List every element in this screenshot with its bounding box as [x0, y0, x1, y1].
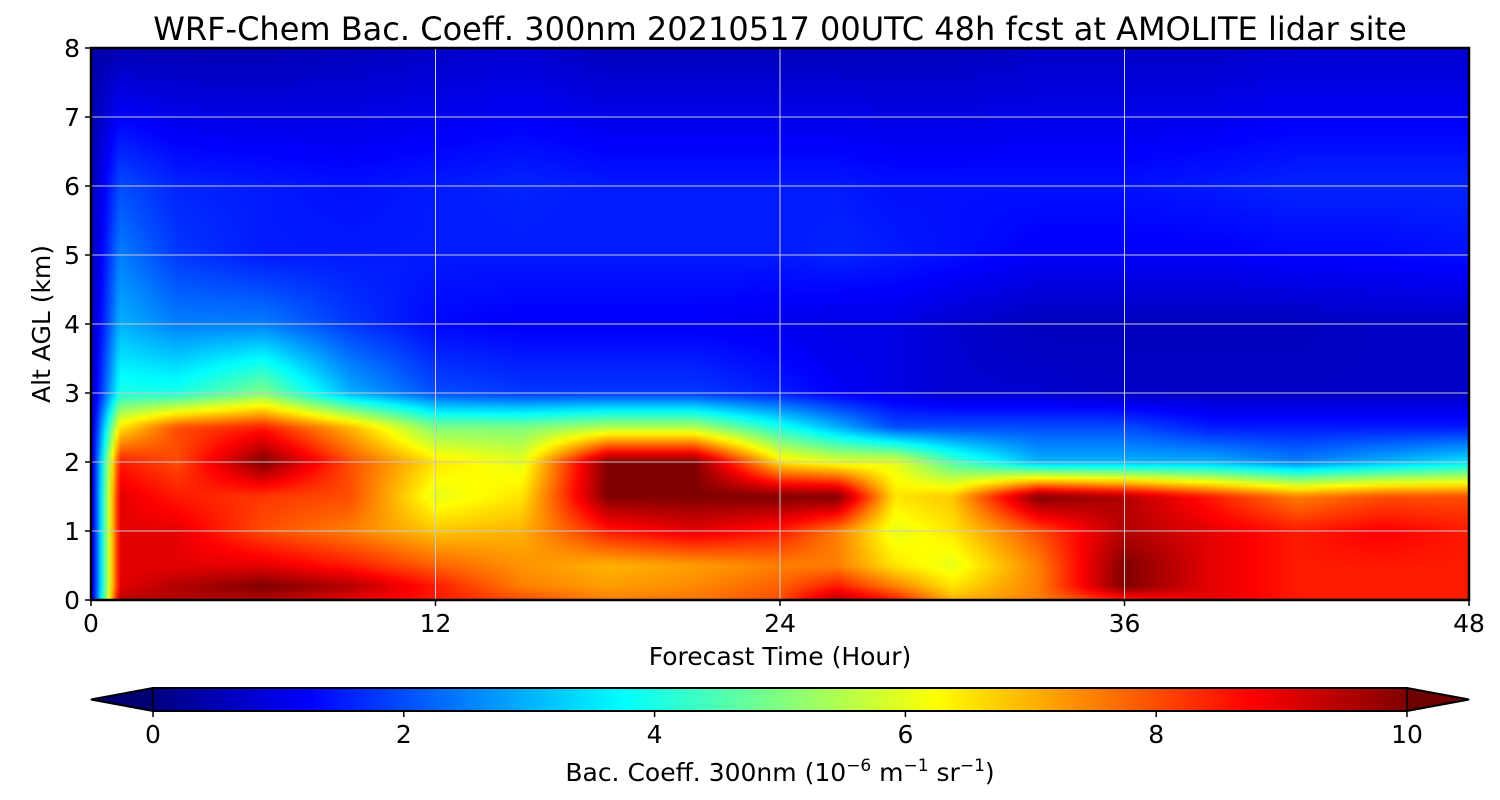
colorbar-label-main: Bac. Coeff. 300nm (10	[565, 758, 846, 787]
y-tick-label: 6	[64, 172, 80, 201]
x-axis-label: Forecast Time (Hour)	[649, 642, 912, 671]
x-tick-label: 12	[420, 609, 452, 638]
y-tick-label: 0	[64, 586, 80, 615]
colorbar-label-end: )	[985, 758, 995, 787]
colorbar-extend-high	[1406, 687, 1470, 712]
colorbar-gradient	[153, 688, 1407, 711]
colorbar-label: Bac. Coeff. 300nm (10−6 m−1 sr−1)	[565, 756, 994, 787]
colorbar-extend-low	[90, 687, 154, 712]
x-axis: 0 12 24 36 48	[83, 600, 1485, 638]
colorbar-tick-label: 6	[897, 720, 913, 749]
colorbar-label-exp3: −1	[960, 756, 985, 776]
y-axis-label: Alt AGL (km)	[27, 245, 56, 403]
y-tick-label: 3	[64, 379, 80, 408]
y-tick-label: 2	[64, 448, 80, 477]
y-tick-label: 1	[64, 517, 80, 546]
colorbar-label-unit-m: m	[871, 758, 903, 787]
chart-title: WRF-Chem Bac. Coeff. 300nm 20210517 00UT…	[153, 10, 1407, 48]
colorbar-label-exp2: −1	[904, 756, 929, 776]
x-tick-label: 0	[83, 609, 99, 638]
x-tick-label: 24	[764, 609, 796, 638]
y-axis: 0 1 2 3 4 5 6 7 8	[64, 34, 91, 615]
x-tick-label: 48	[1453, 609, 1485, 638]
colorbar-tick-label: 8	[1148, 720, 1164, 749]
colorbar-ticks: 0 2 4 6 8 10	[145, 711, 1423, 749]
colorbar-label-exp1: −6	[846, 756, 871, 776]
colorbar-tick-label: 10	[1391, 720, 1423, 749]
y-tick-label: 7	[64, 103, 80, 132]
colorbar: 0 2 4 6 8 10 Bac. Coeff. 300nm (10−6 m−1 sr−1…	[90, 687, 1470, 787]
colorbar-label-unit-sr: sr	[929, 758, 961, 787]
y-tick-label: 4	[64, 310, 80, 339]
plot-area	[89, 46, 1471, 602]
colorbar-tick-label: 0	[145, 720, 161, 749]
y-tick-label: 5	[64, 241, 80, 270]
colorbar-tick-label: 4	[647, 720, 663, 749]
colorbar-tick-label: 2	[396, 720, 412, 749]
x-tick-label: 36	[1109, 609, 1141, 638]
grid-lines	[91, 48, 1469, 600]
y-tick-label: 8	[64, 34, 80, 63]
